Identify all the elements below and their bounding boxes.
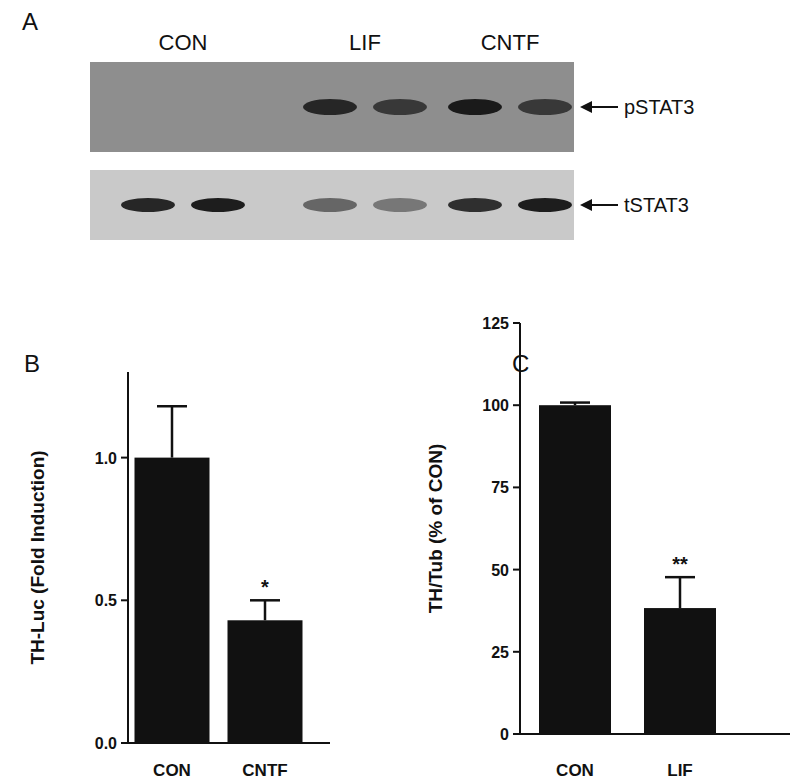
category-label: CNTF (242, 761, 287, 780)
error-bar (665, 577, 695, 608)
blot-membrane (90, 170, 574, 240)
blot-band (303, 198, 357, 212)
y-tick (513, 651, 520, 653)
blot-band (191, 99, 245, 115)
x-axis (520, 733, 790, 735)
blot-membrane (90, 62, 574, 152)
y-tick (121, 599, 128, 601)
y-axis-label: TH/Tub (% of CON) (425, 444, 446, 614)
blot-band (191, 198, 245, 212)
error-bar (560, 403, 590, 406)
error-cap (560, 401, 590, 404)
blot-band (373, 198, 427, 212)
y-tick-label: 75 (491, 479, 509, 496)
category-label: LIF (667, 761, 693, 780)
blot-band (518, 198, 572, 212)
figure: A CON LIF CNTF pSTAT3 tSTAT3 B CON CNTF 0.0 0.5 1.0… (0, 0, 800, 784)
y-tick-label: 50 (491, 562, 509, 579)
category-label: CON (153, 761, 191, 780)
bar (644, 608, 716, 734)
band-arrow-head (580, 101, 592, 113)
blot-band (121, 99, 175, 115)
error-cap (157, 405, 187, 408)
y-tick (121, 457, 128, 459)
y-tick-label: 0.0 (95, 735, 117, 752)
bar (135, 458, 210, 743)
lane-label: CON (159, 30, 208, 55)
significance-marker: * (261, 576, 269, 598)
error-bar (157, 406, 187, 457)
y-tick (513, 404, 520, 406)
y-tick-label: 100 (482, 397, 509, 414)
plot-area (135, 406, 303, 743)
blot-band (448, 99, 502, 115)
y-tick (513, 733, 520, 735)
plot-area (539, 403, 716, 734)
y-axis (519, 323, 521, 734)
y-tick-label: 25 (491, 644, 509, 661)
y-tick-label: 0 (500, 726, 509, 743)
error-stem (264, 600, 267, 620)
blot-band (518, 99, 572, 115)
band-label: pSTAT3 (624, 96, 694, 118)
error-stem (679, 577, 682, 608)
bar (539, 405, 611, 734)
y-axis-label: TH-Luc (Fold Induction) (27, 450, 48, 664)
y-axis (127, 372, 129, 743)
band-label: tSTAT3 (624, 194, 689, 216)
bar (228, 620, 303, 743)
category-label: CON (556, 761, 594, 780)
panel-label: A (22, 8, 38, 35)
y-tick (121, 742, 128, 744)
panel-label: B (24, 350, 40, 377)
y-tick (513, 569, 520, 571)
y-tick-label: 125 (482, 315, 509, 332)
blot-band (373, 99, 427, 115)
y-tick-label: 0.5 (95, 592, 117, 609)
y-tick (513, 322, 520, 324)
band-arrow-head (580, 199, 592, 211)
y-tick-label: 1.0 (95, 450, 117, 467)
significance-marker: ** (672, 553, 688, 575)
lane-label: LIF (349, 30, 381, 55)
chart: B CON CNTF 0.0 0.5 1.0 TH-Luc (Fold Induction)… (24, 350, 330, 780)
x-axis (128, 742, 330, 744)
error-bar (250, 600, 280, 620)
blot-band (303, 99, 357, 115)
y-tick (513, 486, 520, 488)
error-cap (665, 576, 695, 579)
error-cap (250, 599, 280, 602)
blot-band (121, 198, 175, 212)
chart: CCONLIF0255075100125TH/Tub (% of CON)** (425, 315, 790, 780)
error-stem (171, 406, 174, 457)
blot-band (448, 198, 502, 212)
lane-label: CNTF (481, 30, 540, 55)
